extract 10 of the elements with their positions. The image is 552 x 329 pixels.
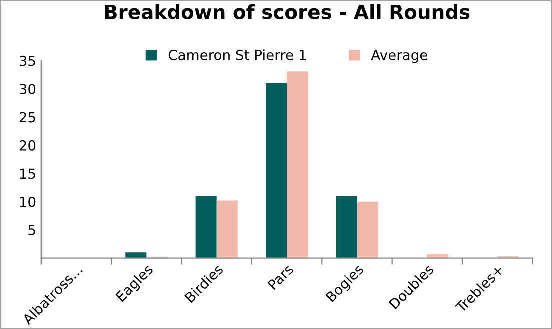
y-tick-label: 15 [20, 168, 36, 180]
y-tick-label: 30 [20, 84, 36, 95]
y-tick-label: 20 [20, 140, 36, 151]
chart-title: Breakdown of scores - All Rounds [105, 4, 470, 20]
y-tick-label: 25 [20, 112, 36, 123]
y-tick-label: 10 [20, 196, 36, 208]
y-tick-label: 5 [28, 225, 36, 236]
legend-label: Cameron St Pierre 1 [168, 50, 306, 60]
legend-label: Average [371, 50, 428, 64]
y-tick-label: 35 [20, 56, 36, 66]
